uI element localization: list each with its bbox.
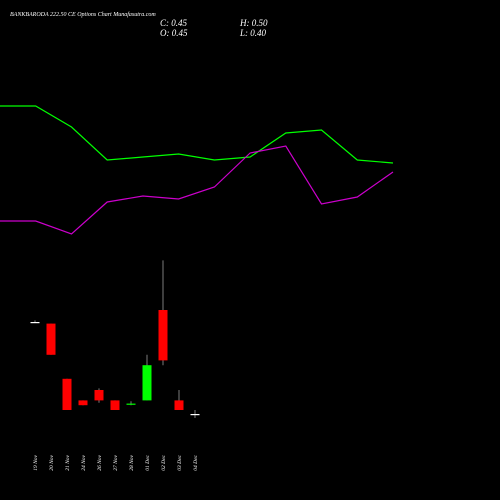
candle-body	[46, 323, 56, 355]
x-tick-label: 01 Dec	[145, 454, 151, 470]
ohlc-high: H: 0.50	[239, 18, 268, 28]
ohlc-low: L: 0.40	[239, 28, 267, 38]
candle-body	[94, 390, 104, 401]
x-tick-label: 24 Nov	[80, 454, 87, 470]
x-tick-label: 27 Nov	[113, 454, 119, 470]
x-tick-label: 04 Dec	[192, 454, 199, 470]
candle-body	[62, 378, 72, 410]
indicator-line	[0, 105, 394, 164]
x-tick-label: 03 Dec	[177, 454, 183, 470]
indicator-line	[0, 145, 394, 235]
x-tick-label: 28 Nov	[129, 454, 135, 470]
candle-body	[158, 310, 168, 361]
candle-body	[190, 414, 200, 416]
ohlc-open: O: 0.45	[160, 28, 188, 38]
candle-body	[126, 403, 136, 405]
candle-body	[110, 400, 120, 410]
candle-body	[30, 322, 40, 324]
candle-body	[142, 365, 152, 401]
chart-title: BANKBARODA 222.50 CE Options Chart Munaf…	[10, 11, 156, 18]
x-tick-label: 21 Nov	[65, 454, 71, 470]
ohlc-close: C: 0.45	[160, 18, 188, 28]
x-tick-label: 26 Nov	[97, 454, 103, 470]
candle-body	[78, 400, 88, 406]
x-tick-label: 20 Nov	[49, 454, 55, 470]
x-tick-label: 02 Dec	[161, 454, 167, 470]
x-tick-label: 19 Nov	[33, 454, 39, 470]
candle-body	[174, 400, 184, 410]
